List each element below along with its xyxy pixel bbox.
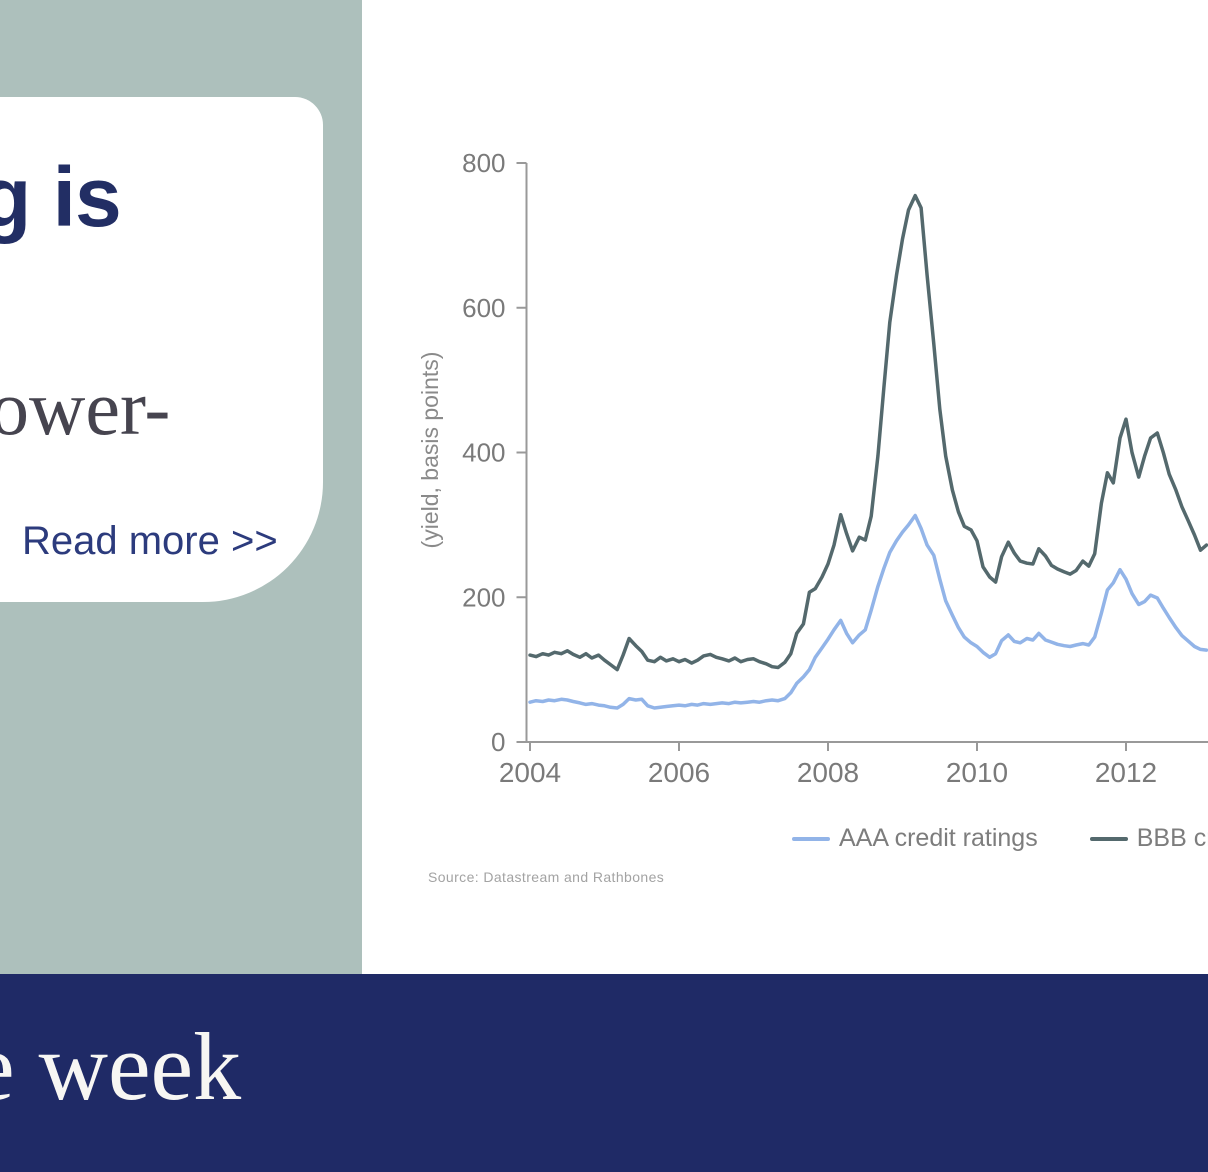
chart-source-note: Source: Datastream and Rathbones [428,869,665,885]
chart-panel [362,0,1208,974]
legend-label-bbb: BBB credit ratings [1136,824,1208,852]
y-tick-label: 600 [462,293,505,323]
article-body-fragment: ower- [0,364,171,451]
y-tick-label: 0 [491,727,505,757]
x-tick-label: 2004 [499,757,561,788]
x-tick-label: 2006 [648,757,710,788]
legend-item-bbb: BBB credit ratings [1089,824,1208,853]
aaa-series-line [528,513,1208,710]
legend-item-aaa: AAA credit ratings [792,824,1038,853]
x-tick-label: 2010 [946,757,1008,788]
footer-banner: e week [0,974,1208,1172]
y-tick-label: 400 [462,438,505,468]
credit-spreads-line-chart: 0 200 400 600 800 2004 2006 2008 2010 2012 (yield,… [417,148,1208,788]
y-axis-title: (yield, basis points) [417,352,443,549]
legend-label-aaa: AAA credit ratings [839,824,1038,852]
x-tick-label: 2012 [1095,757,1157,788]
article-title-fragment: g is [0,150,122,244]
bbb-line-swatch [1089,836,1128,841]
y-tick-label: 800 [462,148,505,178]
footer-title-fragment: e week [0,1013,242,1120]
left-sidebar-panel: g is ower- Read more >> [0,0,362,974]
bbb-series-line [528,193,1208,672]
chart-legend: AAA credit ratings BBB credit ratings [792,824,1208,853]
aaa-line-swatch [792,836,830,841]
y-tick-label: 200 [462,582,505,612]
x-tick-label: 2008 [797,757,859,788]
article-card: g is ower- Read more >> [0,97,323,602]
read-more-link[interactable]: Read more >> [22,519,278,563]
